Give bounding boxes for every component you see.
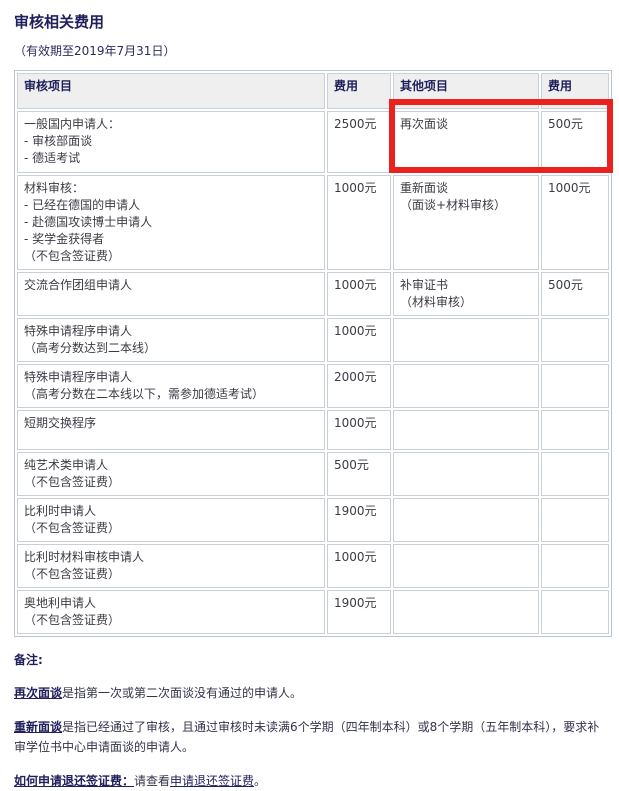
notes-heading: 备注: [14,653,43,667]
table-row: 奥地利申请人 （不包含签证费） 1900元 [17,590,609,634]
other-fee-cell: 1000元 [541,175,609,270]
audit-item-cell: 短期交换程序 [17,410,325,450]
visa-fee-refund-link[interactable]: 申请退还签证费 [170,774,255,788]
page-title: 审核相关费用 [14,13,105,31]
other-item-cell [393,410,539,450]
other-fee-cell: 500元 [541,111,609,173]
table-row: 比利时申请人 （不包含签证费） 1900元 [17,498,609,542]
table-row: 交流合作团组申请人 1000元 补审证书 （材料审核） 500元 [17,272,609,316]
validity-subtitle: （有效期至2019年7月31日） [14,44,176,58]
other-fee-cell [541,452,609,496]
note-text: 。 [254,774,267,788]
audit-item-cell: 纯艺术类申请人 （不包含签证费） [17,452,325,496]
page: 审核相关费用 （有效期至2019年7月31日） 审核项目 费用 其他项目 费用 … [14,13,613,788]
other-fee-cell [541,410,609,450]
table-row: 特殊申请程序申请人 （高考分数达到二本线） 1000元 [17,318,609,362]
fees-table: 审核项目 费用 其他项目 费用 一般国内申请人： - 审核部面谈 - 德适考试 … [14,70,612,637]
fee-cell: 500元 [327,452,391,496]
header-fee: 费用 [327,73,391,109]
other-item-cell [393,452,539,496]
fee-cell: 1000元 [327,544,391,588]
fee-cell: 2000元 [327,364,391,408]
fee-cell: 1000元 [327,318,391,362]
other-item-cell: 重新面谈 （面谈+材料审核） [393,175,539,270]
audit-item-cell: 特殊申请程序申请人 （高考分数在二本线以下，需参加德适考试） [17,364,325,408]
other-item-cell [393,364,539,408]
fee-cell: 1900元 [327,498,391,542]
header-audit-item: 审核项目 [17,73,325,109]
note-lead-visa-fee-refund: 如何申请退还签证费： [14,774,135,788]
audit-item-cell: 比利时申请人 （不包含签证费） [17,498,325,542]
audit-item-cell: 奥地利申请人 （不包含签证费） [17,590,325,634]
fee-cell: 1000元 [327,272,391,316]
other-fee-cell: 500元 [541,272,609,316]
audit-item-cell: 特殊申请程序申请人 （高考分数达到二本线） [17,318,325,362]
note-text: 是指已经通过了审核，且通过审核时未读满6个学期（四年制本科）或8个学期（五年制本… [14,720,600,754]
audit-item-cell: 一般国内申请人： - 审核部面谈 - 德适考试 [17,111,325,173]
note-text: 请查看 [134,774,171,788]
fee-cell: 2500元 [327,111,391,173]
fee-cell: 1000元 [327,410,391,450]
other-item-cell [393,544,539,588]
other-fee-cell [541,498,609,542]
other-item-cell [393,318,539,362]
note-new-interview: 重新面谈是指已经通过了审核，且通过审核时未读满6个学期（四年制本科）或8个学期（… [14,717,611,757]
table-header-row: 审核项目 费用 其他项目 费用 [17,73,609,109]
header-other-fee: 费用 [541,73,609,109]
other-item-cell: 补审证书 （材料审核） [393,272,539,316]
other-fee-cell [541,364,609,408]
table-row: 特殊申请程序申请人 （高考分数在二本线以下，需参加德适考试） 2000元 [17,364,609,408]
audit-item-cell: 材料审核： - 已经在德国的申请人 - 赴德国攻读博士申请人 - 奖学金获得者 … [17,175,325,270]
notes-section: 备注: 再次面谈是指第一次或第二次面谈没有通过的申请人。 重新面谈是指已经通过了… [14,652,611,791]
header-other-item: 其他项目 [393,73,539,109]
other-item-cell [393,590,539,634]
note-text: 是指第一次或第二次面谈没有通过的申请人。 [62,686,303,700]
table-row: 短期交换程序 1000元 [17,410,609,450]
table-row: 比利时材料审核申请人 （不包含签证费） 1000元 [17,544,609,588]
audit-item-cell: 交流合作团组申请人 [17,272,325,316]
note-repeat-interview: 再次面谈是指第一次或第二次面谈没有通过的申请人。 [14,683,611,703]
table-row: 材料审核： - 已经在德国的申请人 - 赴德国攻读博士申请人 - 奖学金获得者 … [17,175,609,270]
other-item-cell [393,498,539,542]
fee-cell: 1000元 [327,175,391,270]
audit-item-cell: 比利时材料审核申请人 （不包含签证费） [17,544,325,588]
other-fee-cell [541,318,609,362]
note-lead-new-interview: 重新面谈 [14,720,63,734]
note-visa-fee-refund: 如何申请退还签证费：请查看申请退还签证费。 [14,771,611,791]
other-item-cell: 再次面谈 [393,111,539,173]
table-row: 一般国内申请人： - 审核部面谈 - 德适考试 2500元 再次面谈 500元 [17,111,609,173]
other-fee-cell [541,590,609,634]
note-lead-repeat-interview: 再次面谈 [14,686,63,700]
other-fee-cell [541,544,609,588]
fee-cell: 1900元 [327,590,391,634]
table-row: 纯艺术类申请人 （不包含签证费） 500元 [17,452,609,496]
